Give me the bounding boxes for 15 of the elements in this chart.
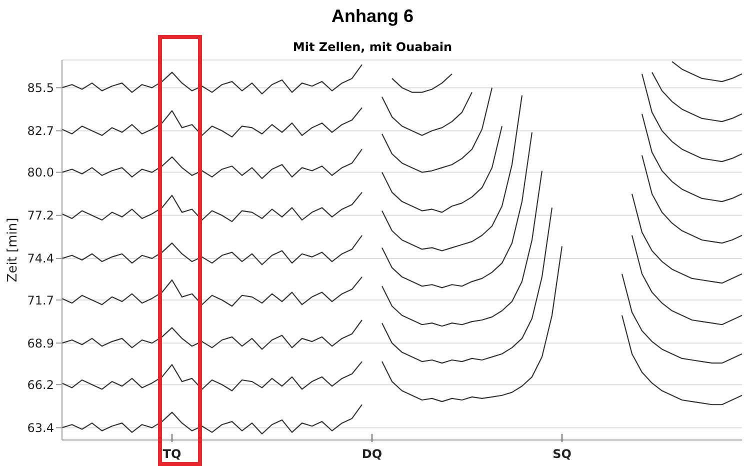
y-tick-label: 77.2: [27, 208, 54, 223]
y-tick-label: 82.7: [27, 124, 54, 138]
chart-title: Anhang 6: [330, 6, 414, 27]
y-tick-label: 68.9: [27, 336, 54, 350]
y-tick-label: 74.4: [27, 252, 54, 266]
y-axis-title: Zeit [min]: [6, 218, 21, 282]
y-tick-label: 85.5: [27, 80, 54, 95]
x-tick-label: SQ: [552, 447, 572, 461]
y-tick-label: 63.4: [27, 420, 54, 435]
y-tick-label: 80.0: [27, 166, 54, 180]
y-tick-label: 66.2: [27, 378, 54, 392]
x-tick-label: TQ: [162, 447, 182, 461]
y-tick-label: 71.7: [27, 293, 54, 308]
chart-subtitle: Mit Zellen, mit Ouabain: [292, 40, 454, 54]
x-tick-label: DQ: [362, 447, 382, 461]
